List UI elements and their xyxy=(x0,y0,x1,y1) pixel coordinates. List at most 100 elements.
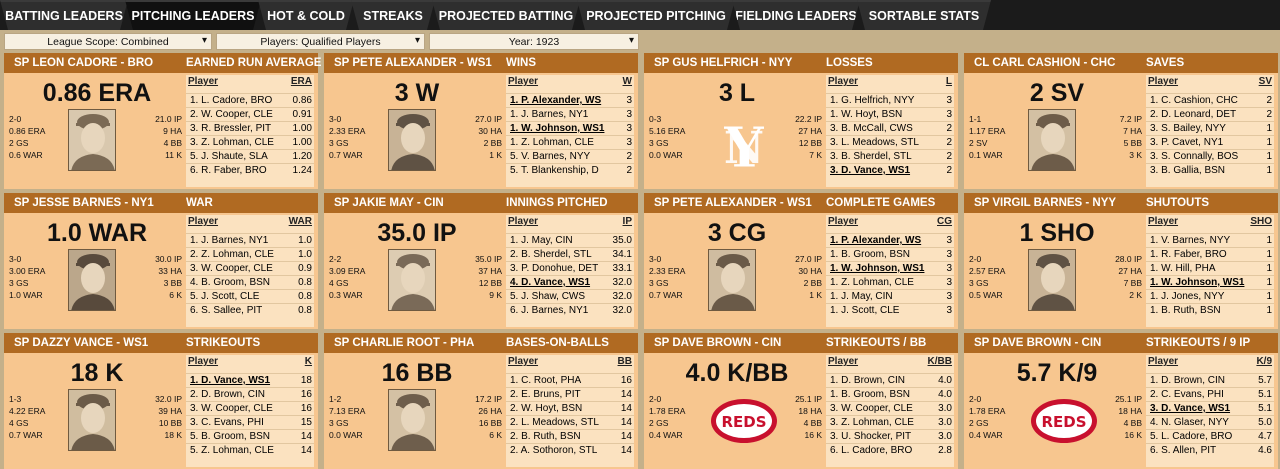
row-player-name[interactable]: 1. P. Alexander, WS xyxy=(510,95,602,106)
table-row[interactable]: 4. N. Glaser, NYY 5.0 xyxy=(1146,415,1274,428)
row-player-name[interactable]: 2. W. Cooper, CLE xyxy=(190,109,273,120)
table-row[interactable]: 3. P. Cavet, NY1 1 xyxy=(1146,135,1274,148)
table-row[interactable]: 3. B. Sherdel, STL 2 xyxy=(826,149,954,162)
table-row[interactable]: 2. W. Hoyt, BSN 14 xyxy=(506,401,634,414)
table-row[interactable]: 1. J. Scott, CLE 3 xyxy=(826,303,954,316)
table-row[interactable]: 5. T. Blankenship, D 2 xyxy=(506,163,634,176)
leader-player-name[interactable]: SP PETE ALEXANDER - WS1 xyxy=(654,197,812,209)
row-player-name[interactable]: 5. Z. Lohman, CLE xyxy=(190,445,274,456)
row-player-name[interactable]: 1. D. Brown, CIN xyxy=(830,375,906,386)
table-row[interactable]: 1. Z. Lohman, CLE 3 xyxy=(826,275,954,288)
table-row[interactable]: 1. C. Root, PHA 16 xyxy=(506,373,634,386)
table-row[interactable]: 1. W. Hoyt, BSN 3 xyxy=(826,107,954,120)
row-player-name[interactable]: 1. J. Barnes, NY1 xyxy=(510,109,589,120)
column-header-player[interactable]: Player xyxy=(188,356,219,367)
row-player-name[interactable]: 1. P. Alexander, WS xyxy=(830,235,922,246)
leader-player-name[interactable]: SP DAZZY VANCE - WS1 xyxy=(14,337,149,349)
row-player-name[interactable]: 2. E. Bruns, PIT xyxy=(510,389,581,400)
row-player-name[interactable]: 5. L. Cadore, BRO xyxy=(1150,431,1233,442)
column-header-value[interactable]: K/BB xyxy=(927,356,952,367)
table-row[interactable]: 1. R. Faber, BRO 1 xyxy=(1146,247,1274,260)
table-row[interactable]: 4. B. Groom, BSN 0.8 xyxy=(186,275,314,288)
column-header-player[interactable]: Player xyxy=(508,356,539,367)
table-row[interactable]: 1. J. Jones, NYY 1 xyxy=(1146,289,1274,302)
leader-player-name[interactable]: CL CARL CASHION - CHC xyxy=(974,57,1116,69)
table-row[interactable]: 3. Z. Lohman, CLE 1.00 xyxy=(186,135,314,148)
row-player-name[interactable]: 5. J. Shaw, CWS xyxy=(510,291,586,302)
table-row[interactable]: 5. J. Scott, CLE 0.8 xyxy=(186,289,314,302)
row-player-name[interactable]: 6. L. Cadore, BRO xyxy=(830,445,913,456)
table-row[interactable]: 1. D. Brown, CIN 5.7 xyxy=(1146,373,1274,386)
column-header-value[interactable]: SV xyxy=(1258,76,1272,87)
table-row[interactable]: 1. B. Ruth, BSN 1 xyxy=(1146,303,1274,316)
tab-projected-batting[interactable]: PROJECTED BATTING xyxy=(432,0,580,30)
table-row[interactable]: 1. J. May, CIN 3 xyxy=(826,289,954,302)
row-player-name[interactable]: 3. W. Cooper, CLE xyxy=(190,263,273,274)
row-player-name[interactable]: 2. C. Evans, PHI xyxy=(1150,389,1224,400)
column-header-player[interactable]: Player xyxy=(828,356,859,367)
row-player-name[interactable]: 5. J. Scott, CLE xyxy=(190,291,260,302)
table-row[interactable]: 2. L. Meadows, STL 14 xyxy=(506,415,634,428)
leader-player-name[interactable]: SP DAVE BROWN - CIN xyxy=(974,337,1102,349)
year-select[interactable]: Year: 1923 ▾ xyxy=(429,33,639,50)
row-player-name[interactable]: 1. W. Johnson, WS1 xyxy=(1150,277,1245,288)
leader-player-name[interactable]: SP LEON CADORE - BRO xyxy=(14,57,154,69)
table-row[interactable]: 1. D. Vance, WS1 18 xyxy=(186,373,314,386)
row-player-name[interactable]: 1. B. Groom, BSN xyxy=(830,389,911,400)
table-row[interactable]: 1. J. Barnes, NY1 1.0 xyxy=(186,233,314,246)
table-row[interactable]: 1. C. Cashion, CHC 2 xyxy=(1146,93,1274,106)
row-player-name[interactable]: 1. R. Faber, BRO xyxy=(1150,249,1227,260)
table-row[interactable]: 1. B. Groom, BSN 3 xyxy=(826,247,954,260)
table-row[interactable]: 5. J. Shaw, CWS 32.0 xyxy=(506,289,634,302)
tab-pitching-leaders[interactable]: PITCHING LEADERS xyxy=(125,0,261,30)
row-player-name[interactable]: 1. J. Scott, CLE xyxy=(830,305,900,316)
table-row[interactable]: 1. D. Brown, CIN 4.0 xyxy=(826,373,954,386)
tab-projected-pitching[interactable]: PROJECTED PITCHING xyxy=(577,0,735,30)
row-player-name[interactable]: 2. Z. Lohman, CLE xyxy=(190,249,274,260)
row-player-name[interactable]: 3. U. Shocker, PIT xyxy=(830,431,912,442)
table-row[interactable]: 2. B. Ruth, BSN 14 xyxy=(506,429,634,442)
table-row[interactable]: 3. W. Cooper, CLE 3.0 xyxy=(826,401,954,414)
row-player-name[interactable]: 1. J. May, CIN xyxy=(830,291,893,302)
table-row[interactable]: 3. D. Vance, WS1 5.1 xyxy=(1146,401,1274,414)
row-player-name[interactable]: 1. G. Helfrich, NYY xyxy=(830,95,915,106)
table-row[interactable]: 3. D. Vance, WS1 2 xyxy=(826,163,954,176)
row-player-name[interactable]: 1. Z. Lohman, CLE xyxy=(830,277,914,288)
row-player-name[interactable]: 3. D. Vance, WS1 xyxy=(1150,403,1231,414)
table-row[interactable]: 1. L. Cadore, BRO 0.86 xyxy=(186,93,314,106)
table-row[interactable]: 3. W. Cooper, CLE 0.9 xyxy=(186,261,314,274)
column-header-value[interactable]: SHO xyxy=(1250,216,1272,227)
row-player-name[interactable]: 1. W. Johnson, WS1 xyxy=(830,263,925,274)
table-row[interactable]: 2. A. Sothoron, STL 14 xyxy=(506,443,634,456)
table-row[interactable]: 1. W. Johnson, WS1 3 xyxy=(826,261,954,274)
row-player-name[interactable]: 3. R. Bressler, PIT xyxy=(190,123,272,134)
row-player-name[interactable]: 4. N. Glaser, NYY xyxy=(1150,417,1229,428)
column-header-value[interactable]: ERA xyxy=(290,76,312,87)
table-row[interactable]: 1. J. Barnes, NY1 3 xyxy=(506,107,634,120)
row-player-name[interactable]: 6. S. Allen, PIT xyxy=(1150,445,1217,456)
table-row[interactable]: 1. W. Johnson, WS1 3 xyxy=(506,121,634,134)
row-player-name[interactable]: 1. W. Hoyt, BSN xyxy=(830,109,903,120)
row-player-name[interactable]: 1. L. Cadore, BRO xyxy=(190,95,273,106)
column-header-value[interactable]: L xyxy=(945,76,952,87)
table-row[interactable]: 1. Z. Lohman, CLE 3 xyxy=(506,135,634,148)
row-player-name[interactable]: 2. A. Sothoron, STL xyxy=(510,445,598,456)
row-player-name[interactable]: 3. W. Cooper, CLE xyxy=(190,403,273,414)
table-row[interactable]: 4. D. Vance, WS1 32.0 xyxy=(506,275,634,288)
row-player-name[interactable]: 6. S. Sallee, PIT xyxy=(190,305,263,316)
tab-hot-cold[interactable]: HOT & COLD xyxy=(258,0,354,30)
table-row[interactable]: 3. S. Bailey, NYY 1 xyxy=(1146,121,1274,134)
column-header-player[interactable]: Player xyxy=(828,76,859,87)
row-player-name[interactable]: 1. W. Hill, PHA xyxy=(1150,263,1216,274)
row-player-name[interactable]: 1. D. Vance, WS1 xyxy=(190,375,271,386)
leader-player-name[interactable]: SP PETE ALEXANDER - WS1 xyxy=(334,57,492,69)
row-player-name[interactable]: 1. W. Johnson, WS1 xyxy=(510,123,605,134)
row-player-name[interactable]: 3. B. McCall, CWS xyxy=(830,123,913,134)
column-header-player[interactable]: Player xyxy=(828,216,859,227)
row-player-name[interactable]: 3. C. Evans, PHI xyxy=(190,417,264,428)
row-player-name[interactable]: 1. J. Jones, NYY xyxy=(1150,291,1225,302)
column-header-value[interactable]: IP xyxy=(622,216,632,227)
row-player-name[interactable]: 3. S. Connally, BOS xyxy=(1150,151,1239,162)
row-player-name[interactable]: 1. C. Cashion, CHC xyxy=(1150,95,1238,106)
leader-player-name[interactable]: SP JAKIE MAY - CIN xyxy=(334,197,444,209)
